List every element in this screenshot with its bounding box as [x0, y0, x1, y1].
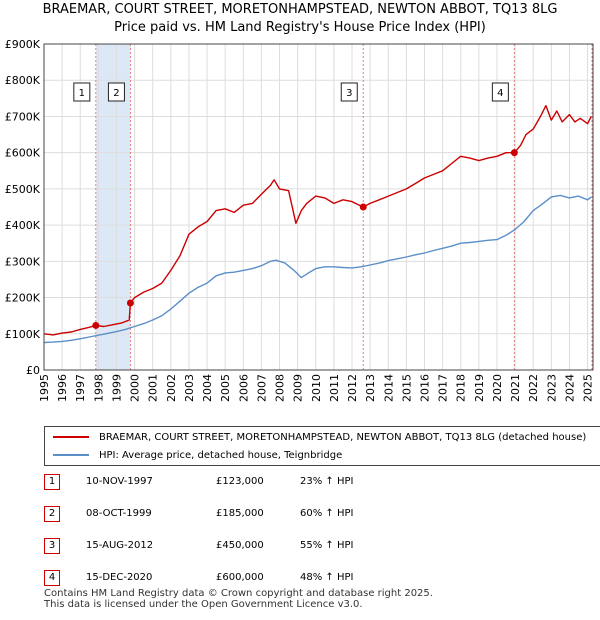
table-row: 4 15-DEC-2020 £600,000 48% ↑ HPI [44, 570, 384, 586]
series-line-hpi [43, 194, 592, 344]
legend-label-property: BRAEMAR, COURT STREET, MORETONHAMPSTEAD,… [99, 431, 587, 443]
x-tick-label: 2019 [473, 374, 486, 402]
x-tick-label: 2010 [310, 374, 323, 402]
y-tick-label: £900K [5, 38, 41, 51]
x-tick-label: 2015 [400, 374, 413, 402]
sale-date: 15-DEC-2020 [86, 572, 153, 583]
sale-price: £450,000 [216, 540, 264, 551]
sale-number-badge: 3 [44, 538, 60, 554]
x-tick-label: 2005 [219, 374, 232, 402]
sale-point [126, 299, 134, 307]
sale-label-box [107, 82, 125, 102]
table-row: 1 10-NOV-1997 £123,000 23% ↑ HPI [44, 474, 384, 490]
x-tick-label: 1997 [74, 374, 87, 402]
x-tick-label: 2018 [455, 374, 468, 402]
sale-point [510, 149, 518, 157]
sale-number-badge: 4 [44, 570, 60, 586]
series-line-property [43, 104, 592, 336]
y-tick-label: £800K [5, 74, 41, 87]
y-tick-label: £600K [5, 147, 41, 160]
sale-label-box [73, 82, 91, 102]
sale-hpi-change: 23% ↑ HPI [300, 476, 354, 487]
plot-frame [43, 43, 594, 371]
x-tick-label: 2023 [545, 374, 558, 402]
sale-label-box [491, 82, 509, 102]
x-tick-label: 2000 [129, 374, 142, 402]
footer-line-licence: This data is licensed under the Open Gov… [44, 599, 363, 610]
x-tick-label: 2013 [364, 374, 377, 402]
sale-label-box [340, 82, 358, 102]
y-tick-label: £100K [5, 328, 41, 341]
sale-label-number: 1 [79, 88, 85, 99]
x-tick-label: 2003 [183, 374, 196, 402]
sale-date: 08-OCT-1999 [86, 508, 152, 519]
y-tick-label: £400K [5, 219, 41, 232]
chart-title: BRAEMAR, COURT STREET, MORETONHAMPSTEAD,… [42, 2, 558, 17]
legend: BRAEMAR, COURT STREET, MORETONHAMPSTEAD,… [44, 426, 600, 466]
x-tick-label: 2014 [382, 374, 395, 402]
sale-hpi-change: 55% ↑ HPI [300, 540, 354, 551]
x-tick-label: 2007 [255, 374, 268, 402]
x-tick-label: 2025 [582, 374, 595, 402]
x-tick-label: 2001 [147, 374, 160, 402]
x-tick-label: 2004 [201, 374, 214, 402]
chart-subtitle: Price paid vs. HM Land Registry's House … [114, 20, 486, 35]
x-tick-label: 2016 [418, 374, 431, 402]
sale-number-badge: 1 [44, 474, 60, 490]
x-tick-label: 1999 [110, 374, 123, 402]
x-tick-label: 2002 [165, 374, 178, 402]
x-tick-label: 2012 [346, 374, 359, 402]
table-row: 3 15-AUG-2012 £450,000 55% ↑ HPI [44, 538, 384, 554]
sale-hpi-change: 60% ↑ HPI [300, 508, 354, 519]
x-tick-label: 2008 [274, 374, 287, 402]
sale-date: 15-AUG-2012 [86, 540, 154, 551]
x-tick-label: 1995 [38, 374, 51, 402]
legend-swatch-property [53, 436, 89, 438]
y-tick-label: £200K [5, 292, 41, 305]
x-tick-label: 2006 [237, 374, 250, 402]
sale-point [359, 203, 367, 211]
y-tick-label: £300K [5, 255, 41, 268]
sale-price: £185,000 [216, 508, 264, 519]
legend-item-hpi: HPI: Average price, detached house, Teig… [53, 447, 342, 463]
sale-point [92, 321, 100, 329]
y-tick-label: £700K [5, 110, 41, 123]
x-tick-label: 2009 [292, 374, 305, 402]
x-tick-label: 2022 [527, 374, 540, 402]
sale-price: £123,000 [216, 476, 264, 487]
legend-swatch-hpi [53, 454, 89, 456]
sale-price: £600,000 [216, 572, 264, 583]
footer-line-copyright: Contains HM Land Registry data © Crown c… [44, 588, 433, 599]
x-tick-label: 1996 [56, 374, 69, 402]
sale-hpi-change: 48% ↑ HPI [300, 572, 354, 583]
x-tick-label: 2017 [437, 374, 450, 402]
sale-number-badge: 2 [44, 506, 60, 522]
sale-label-number: 2 [113, 88, 119, 99]
x-tick-label: 2024 [563, 374, 576, 402]
sale-label-number: 3 [346, 88, 352, 99]
x-tick-label: 2011 [328, 374, 341, 402]
footer-attribution: Contains HM Land Registry data © Crown c… [44, 588, 433, 610]
sale-date: 10-NOV-1997 [86, 476, 153, 487]
x-tick-label: 1998 [92, 374, 105, 402]
legend-item-property: BRAEMAR, COURT STREET, MORETONHAMPSTEAD,… [53, 429, 586, 445]
x-tick-label: 2020 [491, 374, 504, 402]
legend-label-hpi: HPI: Average price, detached house, Teig… [99, 449, 343, 461]
x-tick-label: 2021 [509, 374, 522, 402]
table-row: 2 08-OCT-1999 £185,000 60% ↑ HPI [44, 506, 384, 522]
price-chart: 1 2 3 4 £0 £100K £200K £300K £400K £500K £600K £700… [5, 38, 595, 402]
sale-label-number: 4 [497, 88, 503, 99]
y-tick-label: £500K [5, 183, 41, 196]
y-tick-label: £0 [26, 364, 40, 377]
